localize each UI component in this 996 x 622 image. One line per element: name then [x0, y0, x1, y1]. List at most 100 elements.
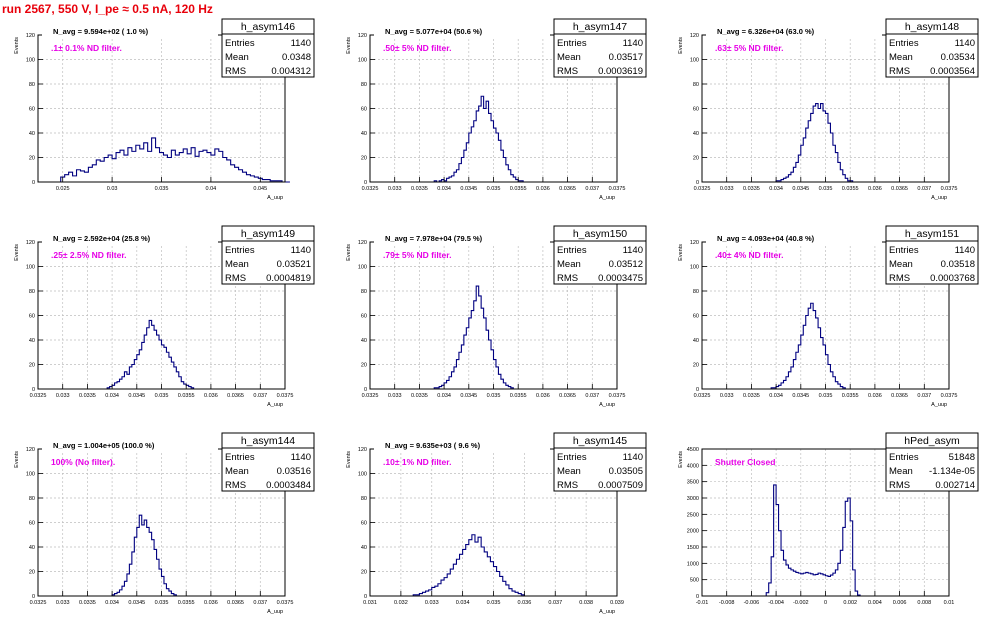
- x-tick-label: 0.0365: [559, 186, 576, 192]
- title-box: [706, 24, 882, 37]
- y-tick-label: 1500: [687, 545, 699, 551]
- stats-label: Mean: [557, 466, 581, 477]
- y-tick-label: 120: [358, 447, 367, 453]
- y-tick-label: 20: [693, 156, 699, 162]
- stats-box-frame: [221, 432, 315, 492]
- x-tick-label: -0.002: [793, 600, 809, 606]
- x-axis-label: A_uup: [267, 195, 283, 201]
- x-tick-label: 0.036: [517, 600, 531, 606]
- stats-value: 0.0003619: [598, 66, 643, 77]
- stats-label: Mean: [889, 52, 913, 63]
- stats-label: RMS: [889, 273, 910, 284]
- histogram-series: [765, 484, 861, 596]
- y-tick-label: 0: [364, 387, 367, 393]
- x-tick-label: 0.036: [204, 393, 218, 399]
- stats-value: 1140: [955, 245, 975, 256]
- x-tick-label: 0.03: [107, 186, 118, 192]
- x-axis-label: A_uup: [267, 609, 283, 615]
- stats-value: 0.03521: [277, 259, 311, 270]
- y-tick-label: 100: [26, 265, 35, 271]
- stats-value: 0.004312: [271, 66, 311, 77]
- stats-value: 0.0003484: [266, 480, 311, 491]
- x-tick-label: 0.033: [56, 600, 70, 606]
- stats-value: 1140: [623, 452, 643, 463]
- y-tick-label: 20: [29, 156, 35, 162]
- y-tick-label: 2000: [687, 529, 699, 535]
- x-tick-label: 0.038: [579, 600, 593, 606]
- histogram-name: h_asym149: [241, 228, 295, 240]
- x-tick-label: 0: [824, 600, 827, 606]
- y-axis-label: Events: [14, 451, 20, 468]
- x-tick-label: 0.0345: [128, 600, 145, 606]
- stats-label: RMS: [557, 480, 578, 491]
- x-tick-label: 0.008: [917, 600, 931, 606]
- stats-label: Mean: [557, 259, 581, 270]
- x-tick-label: 0.036: [536, 186, 550, 192]
- stats-box: hPed_asym Entries 51848 Mean -1.134e-05 RMS 0.…: [885, 432, 979, 492]
- y-tick-label: 4500: [687, 447, 699, 453]
- histogram-series: [106, 319, 195, 389]
- x-tick-label: 0.037: [585, 186, 599, 192]
- y-tick-label: 60: [361, 521, 367, 527]
- stats-value: 1140: [291, 452, 311, 463]
- stats-label: Mean: [225, 259, 249, 270]
- x-tick-label: 0.0325: [30, 600, 47, 606]
- y-tick-label: 3000: [687, 496, 699, 502]
- y-tick-label: 1000: [687, 561, 699, 567]
- y-axis-label: Events: [678, 37, 684, 54]
- y-tick-label: 120: [690, 240, 699, 246]
- page-title: run 2567, 550 V, I_pe ≈ 0.5 nA, 120 Hz: [2, 2, 213, 16]
- y-axis-label: Events: [14, 37, 20, 54]
- x-tick-label: 0.034: [437, 393, 451, 399]
- stats-value: 0.0003564: [930, 66, 975, 77]
- x-tick-label: 0.037: [253, 600, 267, 606]
- x-tick-label: 0.035: [487, 393, 501, 399]
- x-tick-label: 0.034: [105, 600, 119, 606]
- y-tick-label: 20: [361, 363, 367, 369]
- x-tick-label: 0.0355: [510, 186, 527, 192]
- filter-annotation: .50± 5% ND filter.: [383, 43, 451, 53]
- x-tick-label: 0.037: [548, 600, 562, 606]
- y-tick-label: 40: [361, 545, 367, 551]
- histogram-series: [433, 285, 514, 389]
- stats-label: RMS: [557, 66, 578, 77]
- stats-box: h_asym148 Entries 1140 Mean 0.03534 RMS 0.0003…: [885, 18, 979, 78]
- x-tick-label: 0.002: [843, 600, 857, 606]
- stats-label: Entries: [889, 452, 919, 463]
- title-box: [374, 438, 550, 451]
- stats-box-frame: [885, 432, 979, 492]
- x-tick-label: 0.037: [917, 186, 931, 192]
- title-box: [42, 231, 218, 244]
- y-tick-label: 60: [693, 314, 699, 320]
- x-tick-label: 0.036: [868, 186, 882, 192]
- x-axis-label: A_uup: [599, 402, 615, 408]
- filter-annotation: 100% (No filter).: [51, 457, 115, 467]
- x-tick-label: 0.0325: [694, 393, 711, 399]
- stats-label: Entries: [557, 452, 587, 463]
- y-tick-label: 120: [358, 33, 367, 39]
- histogram-title: N_avg = 9.635e+03 ( 9.6 %): [385, 441, 481, 450]
- stats-label: Mean: [889, 259, 913, 270]
- stats-value: 51848: [949, 452, 975, 463]
- stats-value: 0.03512: [609, 259, 643, 270]
- histogram-panel-hPed_asym: -0.01 -0.008 -0.006 -0.004 -0.002 0 0.002 0.004…: [678, 432, 979, 606]
- x-tick-label: 0.035: [155, 600, 169, 606]
- x-tick-label: 0.0325: [30, 393, 47, 399]
- stats-box-frame: [553, 432, 647, 492]
- x-tick-label: -0.006: [744, 600, 760, 606]
- histogram-title: N_avg = 6.326e+04 (63.0 %): [717, 27, 815, 36]
- stats-box: h_asym145 Entries 1140 Mean 0.03505 RMS 0.0007…: [553, 432, 647, 492]
- stats-label: Entries: [225, 452, 255, 463]
- histogram-panel-h_asym144: 0.0325 0.033 0.0335 0.034 0.0345 0.035 0.0355 0…: [14, 432, 315, 615]
- histogram-name: h_asym150: [573, 228, 627, 240]
- filter-annotation: .79± 5% ND filter.: [383, 250, 451, 260]
- stats-label: RMS: [889, 66, 910, 77]
- stats-label: RMS: [557, 273, 578, 284]
- x-tick-label: 0.0345: [792, 186, 809, 192]
- stats-value: 0.0348: [282, 52, 311, 63]
- x-tick-label: 0.0355: [842, 393, 859, 399]
- stats-value: 0.0004819: [266, 273, 311, 284]
- y-tick-label: 80: [29, 496, 35, 502]
- y-axis-label: Events: [346, 37, 352, 54]
- x-tick-label: 0.0375: [941, 393, 958, 399]
